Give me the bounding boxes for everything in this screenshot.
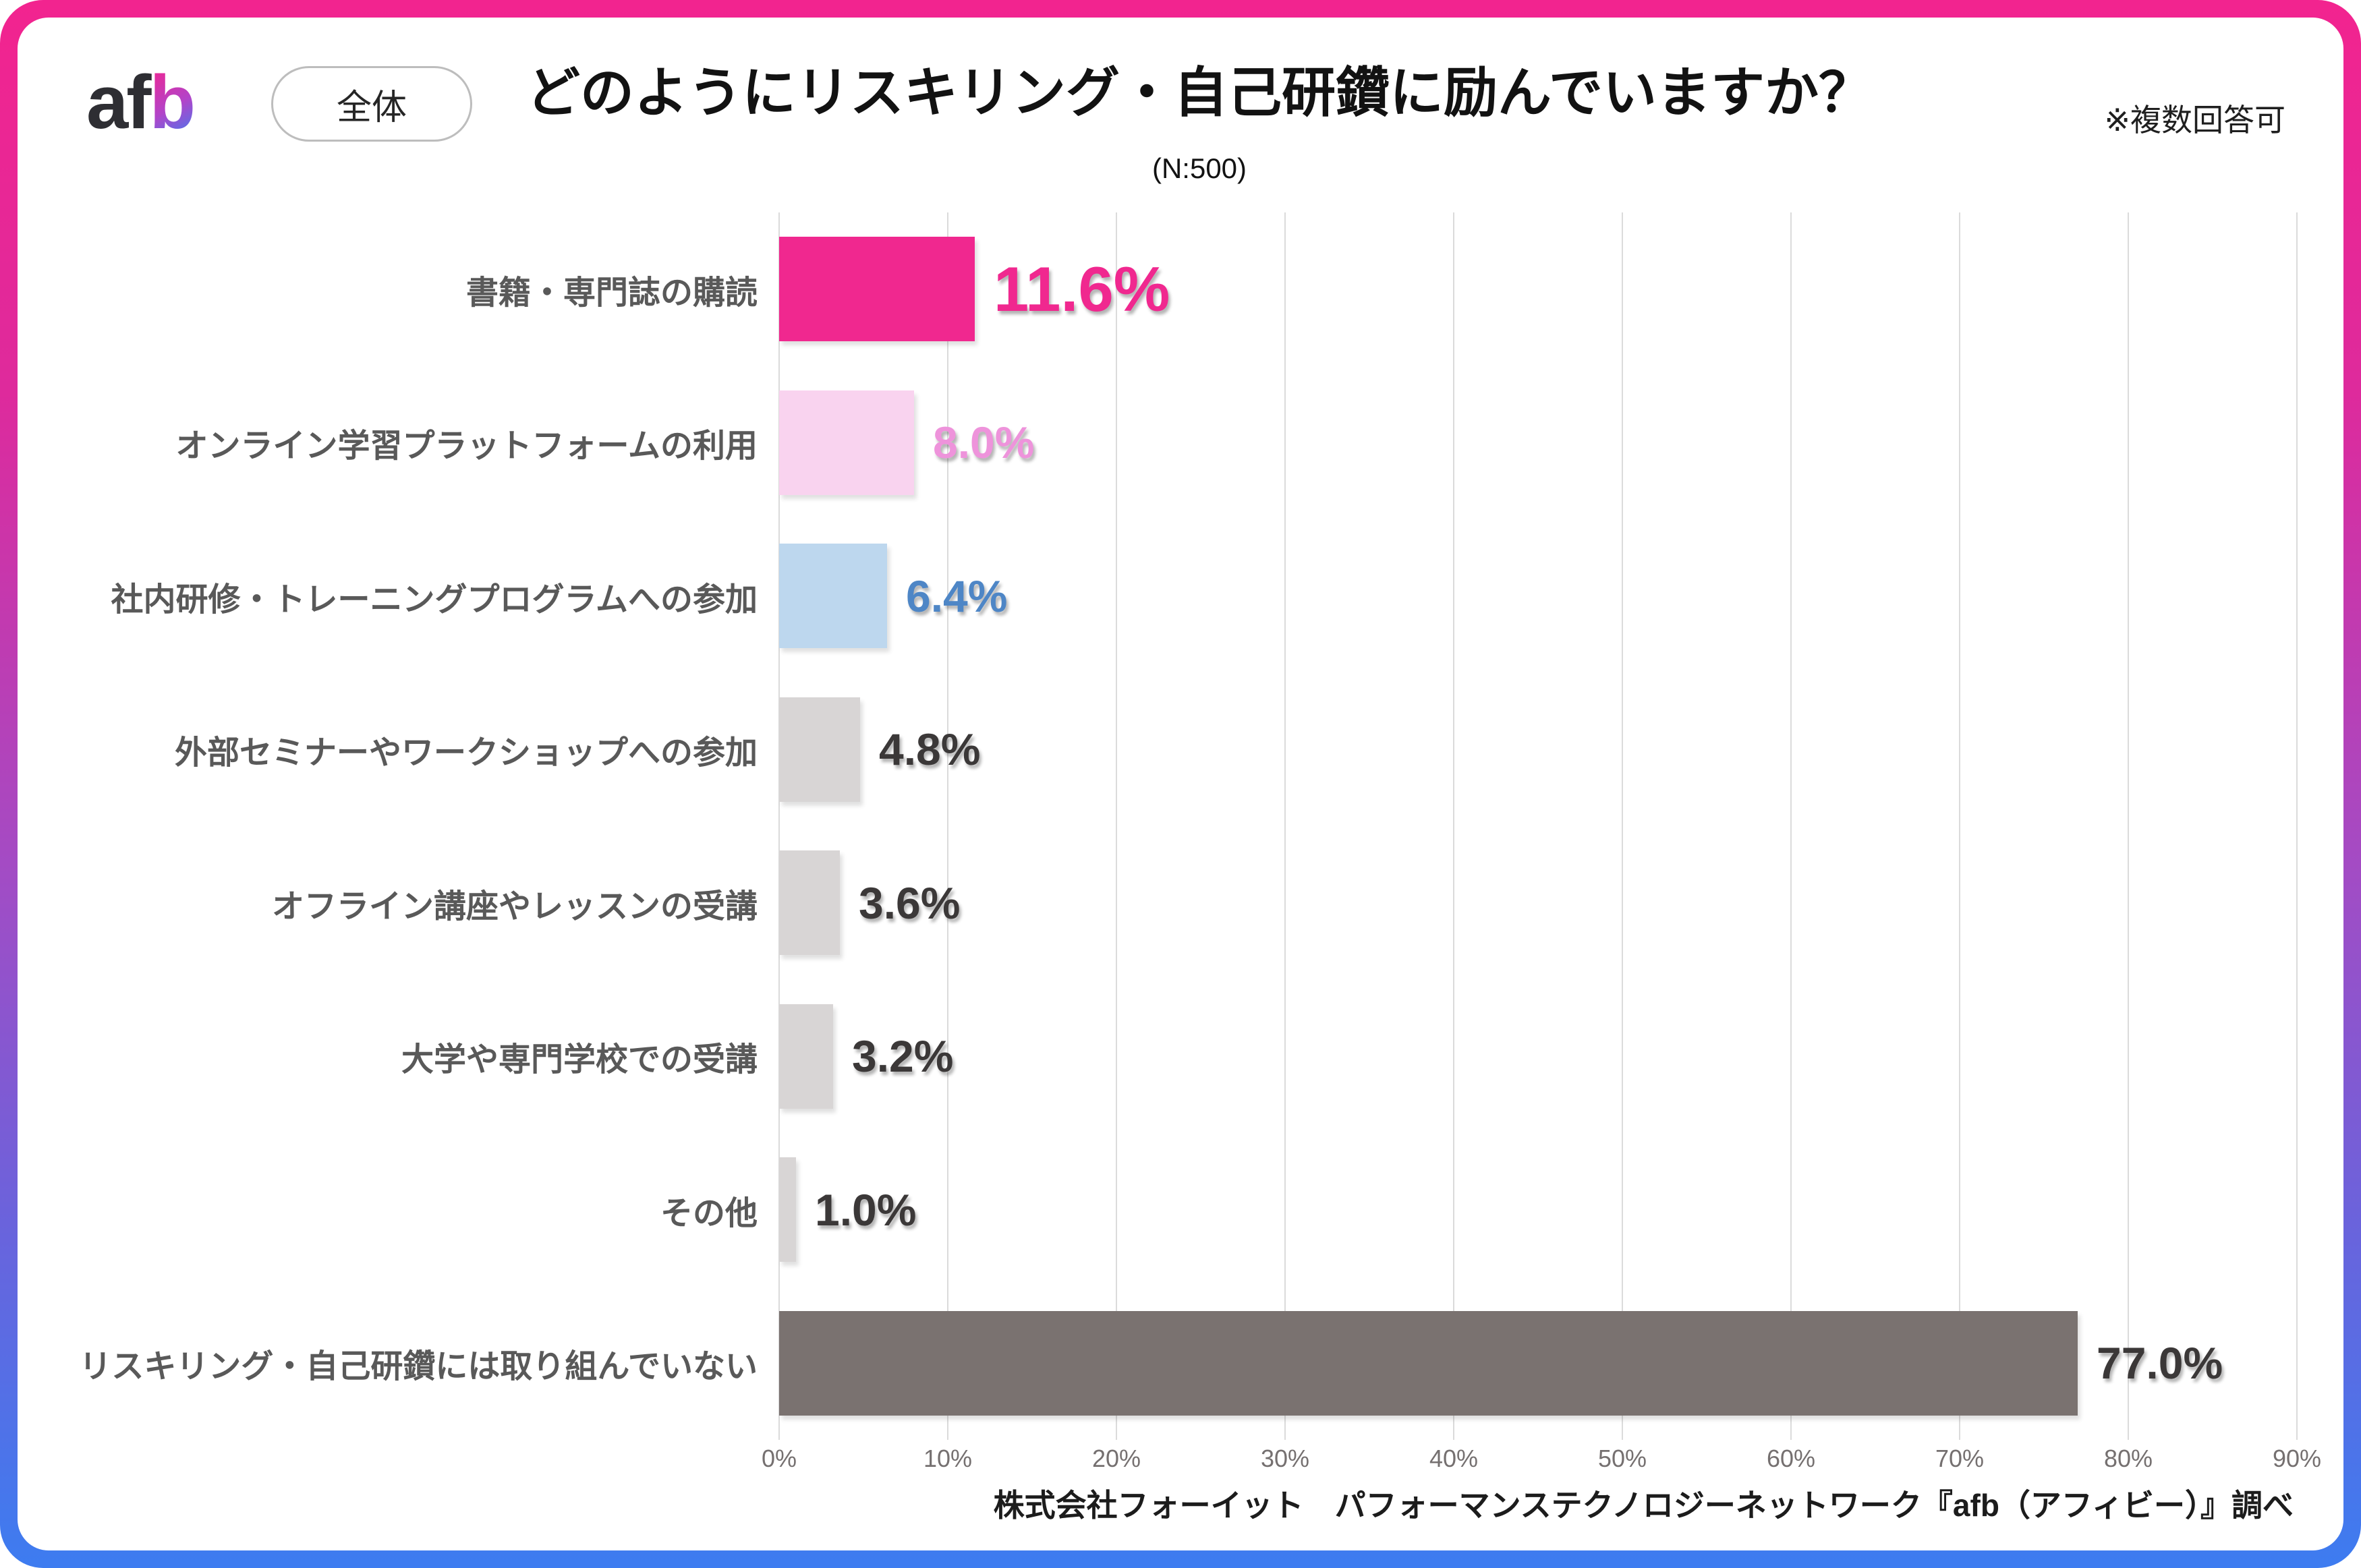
scope-badge: 全体 [271,66,472,142]
bar [779,697,860,802]
bar-area: 1.0% [779,1133,2297,1287]
chart-row: リスキリング・自己研鑽には取り組んでいない 77.0% [0,1287,2297,1441]
category-label: 大学や専門学校での受講 [401,1042,758,1078]
value-label: 3.6% [859,877,961,928]
bar [779,390,914,495]
bar [779,850,840,956]
value-label: 11.6% [993,253,1170,324]
source-note: 株式会社フォーイット パフォーマンステクノロジーネットワーク『afb（アフィビー… [993,1488,2294,1523]
gridline [1622,212,1623,1440]
gridline [947,212,948,1440]
value-label: 3.2% [852,1031,954,1082]
bar [779,544,887,649]
gridline [2128,212,2129,1440]
bar-area: 6.4% [779,519,2297,673]
x-axis-tick: 50% [1597,1445,1647,1472]
value-label: 8.0% [932,417,1035,468]
x-axis-tick: 70% [1935,1445,1985,1472]
bar-area: 3.2% [779,980,2297,1134]
chart-row: オンライン学習プラットフォームの利用 8.0% [0,366,2297,520]
bar [779,1004,833,1109]
chart-row: オフライン講座やレッスンの受講 3.6% [0,826,2297,980]
bar-rows: 書籍・専門誌の購読 11.6% オンライン学習プラットフォームの利用 8.0% 社内研修… [0,212,2297,1440]
category-label: リスキリング・自己研鑽には取り組んでいない [79,1349,758,1385]
chart-row: 書籍・専門誌の購読 11.6% [0,212,2297,366]
value-label: 1.0% [814,1184,917,1235]
category-label: その他 [660,1195,758,1231]
category-label: 書籍・専門誌の購読 [465,274,758,311]
category-label: オンライン学習プラットフォームの利用 [175,428,758,465]
gridline [1453,212,1454,1440]
gridline [778,212,780,1440]
gridline [1284,212,1286,1440]
x-axis-tick: 80% [2103,1445,2153,1472]
chart-row: 大学や専門学校での受講 3.2% [0,980,2297,1134]
gridline [1790,212,1792,1440]
category-label: 外部セミナーやワークショップへの参加 [174,735,758,772]
chart-row: 外部セミナーやワークショップへの参加 4.8% [0,673,2297,827]
value-label: 77.0% [2097,1338,2223,1389]
category-label: 社内研修・トレーニングプログラムへの参加 [111,581,758,618]
bar-area: 77.0% [779,1287,2297,1441]
bar [779,1157,796,1262]
x-axis: 0% 10% 20% 30% 40% 50% 60% 70% 80% 90% [762,1445,2321,1485]
x-axis-tick: 60% [1766,1445,1816,1472]
x-axis-tick: 0% [761,1445,797,1472]
category-label: オフライン講座やレッスンの受講 [271,888,758,925]
chart-row: 社内研修・トレーニングプログラムへの参加 6.4% [0,519,2297,673]
bar-area: 8.0% [779,366,2297,520]
gridline [1116,212,1117,1440]
value-label: 6.4% [906,571,1008,621]
chart-title: どのようにリスキリング・自己研鑽に励んでいますか？ [526,63,1873,123]
chart-row: その他 1.0% [0,1133,2297,1287]
afb-logo-af: af [86,60,152,144]
gridline [2296,212,2298,1440]
x-axis-tick: 20% [1091,1445,1141,1472]
x-axis-tick: 10% [923,1445,973,1472]
bar-chart: 書籍・専門誌の購読 11.6% オンライン学習プラットフォームの利用 8.0% 社内研修… [0,212,2298,1440]
value-label: 4.8% [879,724,981,775]
bar [779,237,975,342]
sample-size: (N:500) [1151,152,1247,184]
x-axis-tick: 40% [1429,1445,1479,1472]
bar [779,1310,2078,1416]
gridline [1959,212,1960,1440]
chart-card [18,18,2343,1550]
scope-badge-label: 全体 [336,88,407,127]
bar-area: 11.6% [779,212,2297,366]
multi-answer-note: ※複数回答可 [2104,103,2285,138]
gridlines [778,212,2298,1440]
x-axis-tick: 90% [2272,1445,2322,1472]
bar-area: 4.8% [779,673,2297,827]
afb-logo-b: b [149,60,196,144]
x-axis-tick: 30% [1260,1445,1310,1472]
afb-logo: afb [86,65,196,140]
bar-area: 3.6% [779,826,2297,980]
